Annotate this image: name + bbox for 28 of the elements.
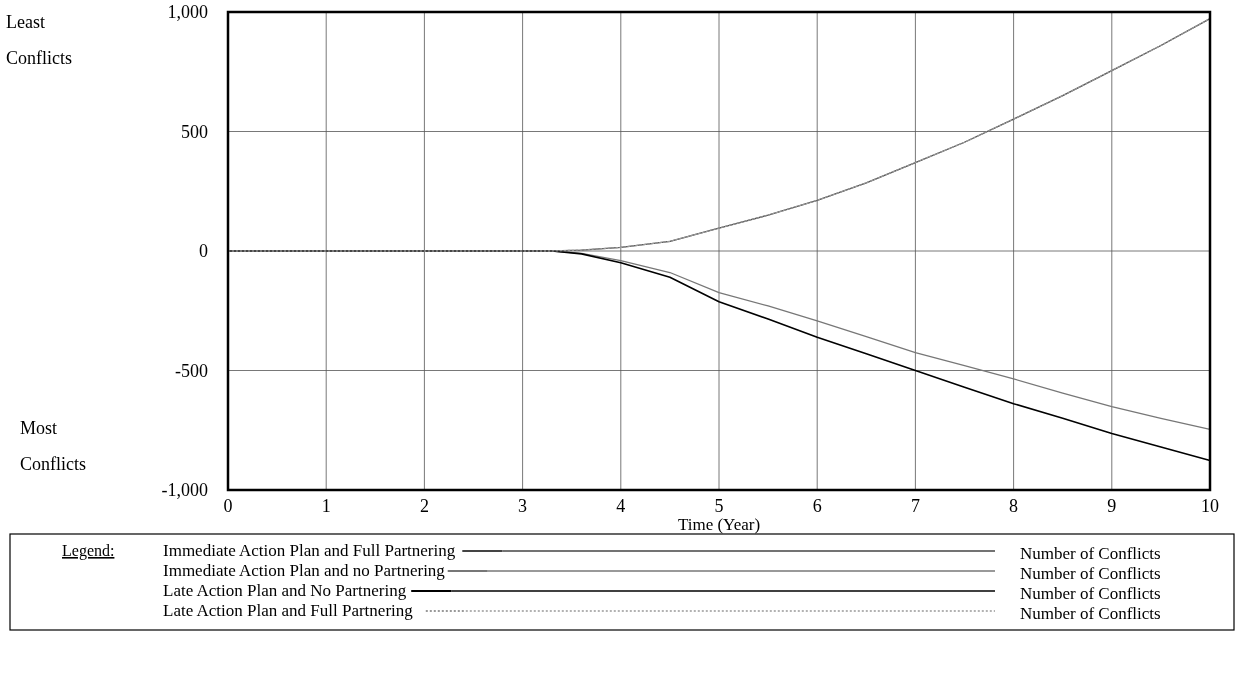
y-tick-label: 500 bbox=[181, 121, 208, 142]
x-tick-label: 6 bbox=[812, 496, 822, 516]
legend-label: Late Action Plan and No Partnering bbox=[163, 581, 407, 600]
x-tick-label: 8 bbox=[1009, 496, 1019, 516]
legend-label: Late Action Plan and Full Partnering bbox=[163, 601, 414, 620]
y-tick-label: -500 bbox=[175, 360, 208, 381]
x-tick-label: 9 bbox=[1107, 496, 1117, 516]
text: Number of Conflicts bbox=[1020, 544, 1161, 563]
x-tick-label: 1 bbox=[321, 496, 331, 516]
text: Number of Conflicts bbox=[1020, 564, 1161, 583]
legend-label: Immediate Action Plan and no Partnering bbox=[163, 561, 446, 580]
x-tick-label: 7 bbox=[910, 496, 920, 516]
legend-label: Immediate Action Plan and Full Partnering bbox=[163, 541, 456, 560]
x-tick-label: 10 bbox=[1201, 496, 1219, 516]
y-tick-label: -1,000 bbox=[161, 480, 208, 501]
x-tick-label: 5 bbox=[714, 496, 724, 516]
text: Most Conflicts bbox=[20, 418, 86, 475]
text: Number of Conflicts bbox=[1020, 604, 1161, 623]
legend-title: Legend: bbox=[62, 542, 115, 560]
text: Least Conflicts bbox=[6, 11, 72, 68]
y-tick-label: 1,000 bbox=[167, 2, 208, 23]
y-tick-label: 0 bbox=[199, 241, 208, 262]
x-tick-label: 3 bbox=[518, 496, 528, 516]
x-tick-label: 4 bbox=[616, 496, 626, 516]
x-axis-title: Time (Year) bbox=[677, 515, 761, 534]
x-tick-label: 2 bbox=[419, 496, 429, 516]
x-tick-label: 0 bbox=[223, 496, 233, 516]
text: Number of Conflicts bbox=[1020, 584, 1161, 603]
